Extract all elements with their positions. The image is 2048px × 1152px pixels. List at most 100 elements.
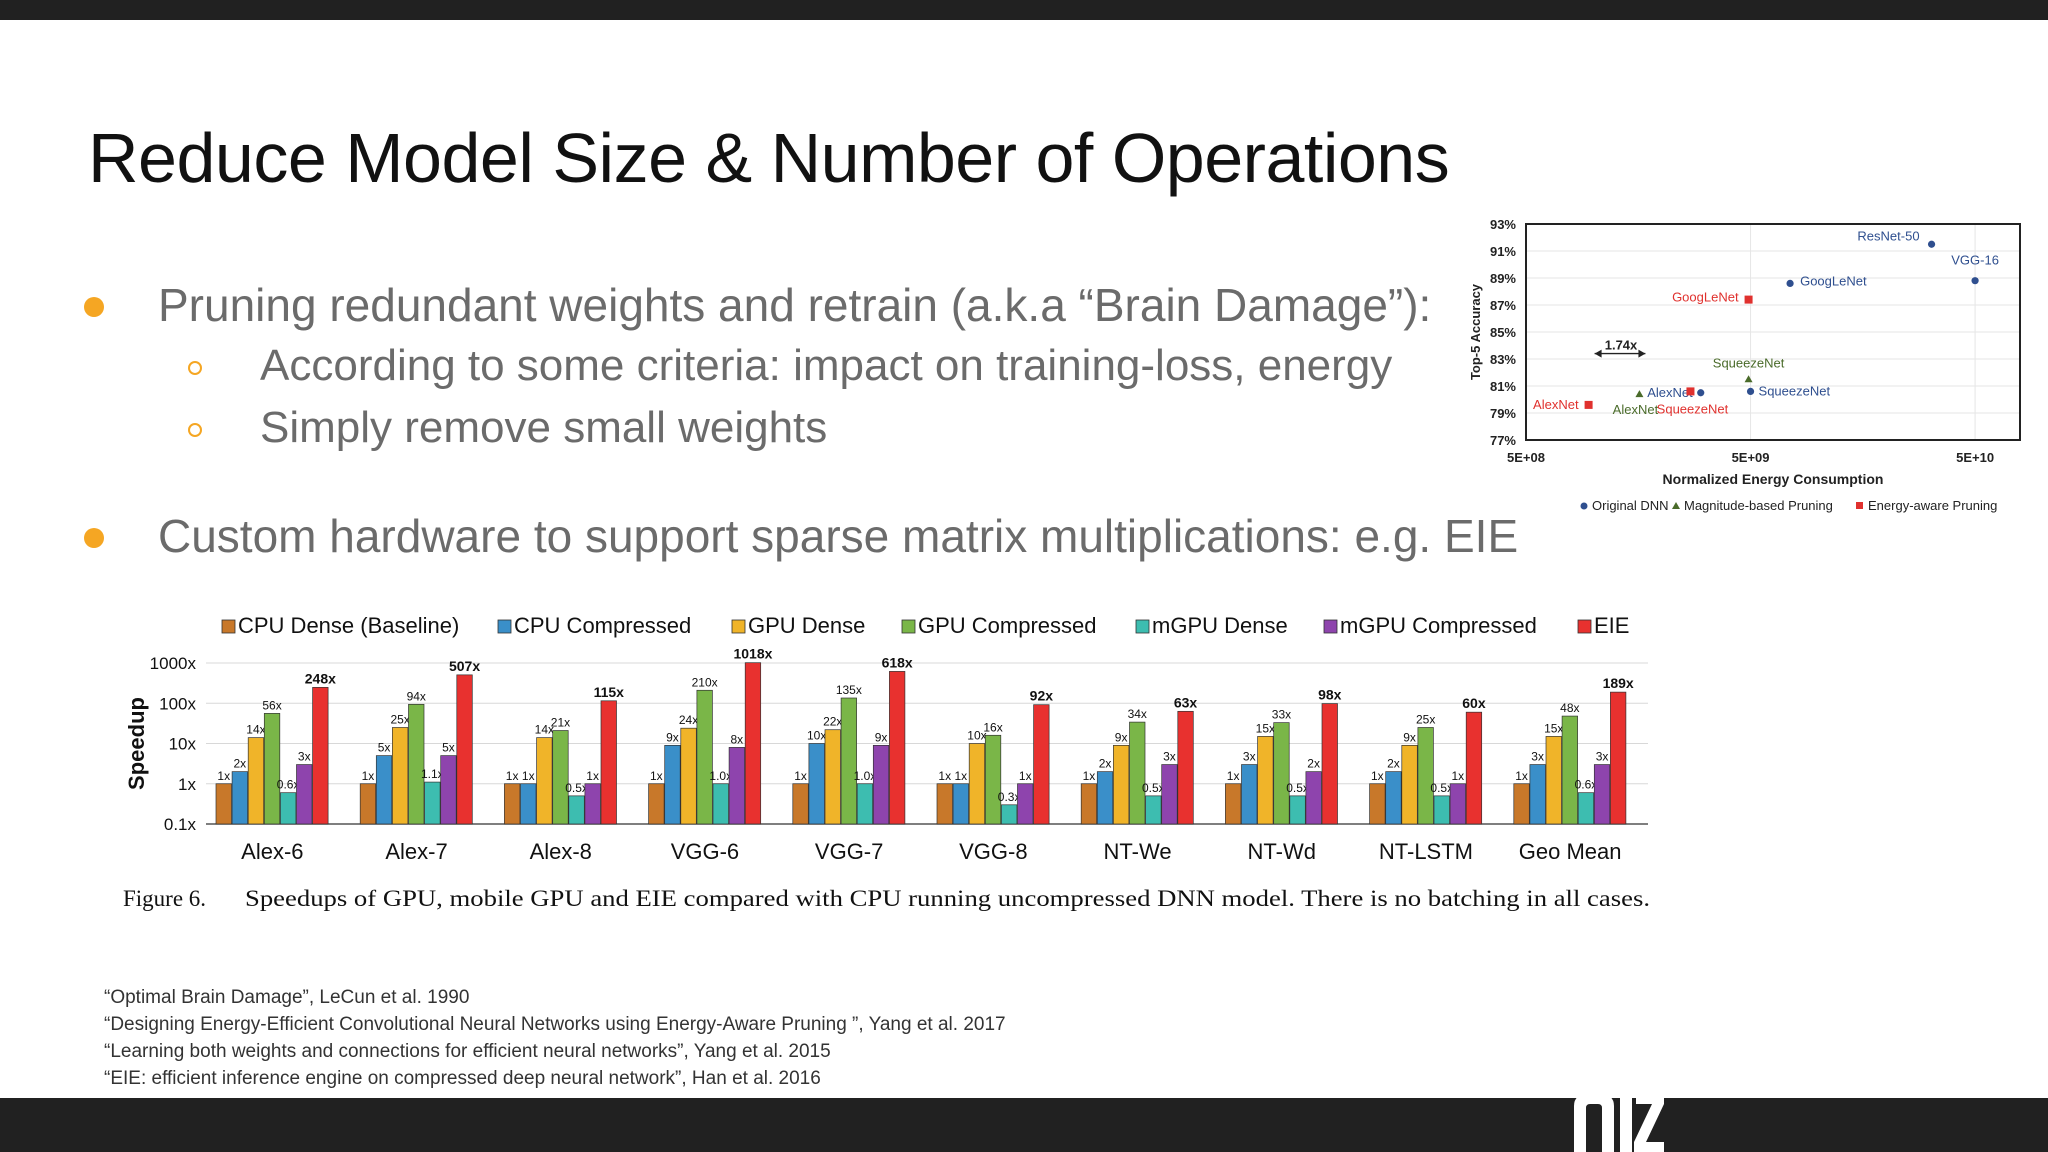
bar-value-label: 618x <box>882 654 913 670</box>
reference-item: “Designing Energy-Efficient Convolutiona… <box>104 1014 1006 1035</box>
bar <box>1129 721 1146 825</box>
y-tick-label: 0.1x <box>164 815 197 834</box>
bar <box>664 744 681 825</box>
data-point <box>1744 375 1753 383</box>
bar-value-label: 10x <box>967 729 986 743</box>
bar <box>648 783 665 825</box>
bar-value-label: 2x <box>234 757 247 771</box>
bar <box>568 795 585 825</box>
y-tick-label: 79% <box>1490 406 1516 421</box>
bar <box>728 747 745 825</box>
data-point <box>1927 240 1936 248</box>
x-tick-label: 5E+08 <box>1507 450 1545 465</box>
bar-value-label: 0.5x <box>1286 781 1309 795</box>
bar <box>375 755 393 825</box>
y-tick-label: 87% <box>1490 298 1516 313</box>
bar-value-label: 48x <box>1560 701 1579 715</box>
bar-value-label: 3x <box>1531 750 1544 764</box>
bar <box>359 783 377 825</box>
annotation-arrowhead <box>1638 349 1646 358</box>
bar-value-label: 34x <box>1128 707 1147 721</box>
bar-value-label: 135x <box>836 683 862 697</box>
figure-caption-label: Figure 6. <box>123 886 206 911</box>
bar-value-label: 1.0x <box>854 769 877 783</box>
bar <box>1385 771 1402 825</box>
data-label: AlexNet <box>1533 397 1579 412</box>
category-label: Alex-8 <box>530 839 592 864</box>
bar-value-label: 3x <box>298 750 311 764</box>
data-label: SqueezeNet <box>1759 383 1831 398</box>
bar-value-label: 1x <box>522 769 535 783</box>
x-axis-label: Normalized Energy Consumption <box>1663 471 1884 487</box>
bar-value-label: 25x <box>1416 712 1435 726</box>
subbullet-text: According to some criteria: impact on tr… <box>260 341 1393 390</box>
figure-caption: Speedups of GPU, mobile GPU and EIE comp… <box>245 886 1650 911</box>
y-tick-label: 93% <box>1490 217 1516 232</box>
bar <box>1610 691 1627 825</box>
bar-value-label: 9x <box>1403 730 1416 744</box>
reference-item: “Optimal Brain Damage”, LeCun et al. 199… <box>104 987 470 1008</box>
bar-value-label: 0.6x <box>1575 778 1598 792</box>
subbullet-marker <box>188 361 202 375</box>
category-label: VGG-7 <box>815 839 883 864</box>
bar <box>1161 764 1178 825</box>
category-label: NT-LSTM <box>1379 839 1473 864</box>
bar <box>440 755 457 825</box>
bar <box>1513 783 1530 825</box>
bar-value-label: 9x <box>666 730 679 744</box>
bar <box>263 713 281 825</box>
bar-value-label: 1x <box>506 769 519 783</box>
bullet-text: Pruning redundant weights and retrain (a… <box>158 279 1432 331</box>
legend-swatch <box>901 619 916 634</box>
bar <box>712 783 729 825</box>
bar <box>600 700 617 825</box>
data-point <box>1697 389 1705 397</box>
data-label: AlexNet <box>1613 402 1659 417</box>
bar-value-label: 8x <box>731 732 744 746</box>
bar-value-label: 2x <box>1099 757 1112 771</box>
bar <box>1289 795 1306 825</box>
bar <box>872 744 890 825</box>
bar <box>1577 792 1595 825</box>
bar-value-label: 3x <box>1163 750 1176 764</box>
bar-value-label: 115x <box>594 684 625 700</box>
bar <box>296 764 313 825</box>
bar-value-label: 92x <box>1030 688 1054 704</box>
bar <box>808 743 825 825</box>
data-label: GoogLeNet <box>1800 273 1867 288</box>
y-tick-label: 1x <box>178 775 196 794</box>
bar <box>215 783 232 825</box>
bullet-marker <box>84 297 104 317</box>
legend-label: mGPU Compressed <box>1340 613 1537 638</box>
bar <box>936 783 953 825</box>
data-label: VGG-16 <box>1951 253 1999 268</box>
bullet-text: Custom hardware to support sparse matrix… <box>158 510 1519 562</box>
data-label: AlexNet <box>1647 385 1693 400</box>
eie-speedup-bar-chart: CPU Dense (Baseline) CPU Compressed GPU De… <box>123 613 1650 911</box>
y-tick-label: 89% <box>1490 271 1516 286</box>
bar <box>247 737 265 825</box>
bullet-marker <box>84 528 104 548</box>
bar-value-label: 1x <box>1371 769 1384 783</box>
category-label: VGG-6 <box>671 839 739 864</box>
bar-value-label: 2x <box>1387 757 1400 771</box>
category-label: Alex-7 <box>385 839 447 864</box>
legend-label: GPU Compressed <box>918 613 1097 638</box>
bar <box>1417 727 1434 825</box>
bar-value-label: 1x <box>1019 769 1032 783</box>
bar <box>1080 783 1098 825</box>
bar-value-label: 1.0x <box>709 769 732 783</box>
bar <box>1593 764 1611 825</box>
bar-value-label: 3x <box>1243 750 1256 764</box>
legend-swatch <box>497 619 512 634</box>
bar-value-label: 56x <box>262 698 281 712</box>
bar-value-label: 1x <box>362 769 375 783</box>
bar <box>680 727 697 825</box>
data-point <box>1686 387 1695 396</box>
data-point <box>1786 279 1794 287</box>
bar <box>1305 771 1322 825</box>
bar <box>696 689 713 825</box>
y-tick-label: 10x <box>169 735 197 754</box>
bar <box>1225 783 1242 825</box>
bar-value-label: 33x <box>1272 708 1291 722</box>
